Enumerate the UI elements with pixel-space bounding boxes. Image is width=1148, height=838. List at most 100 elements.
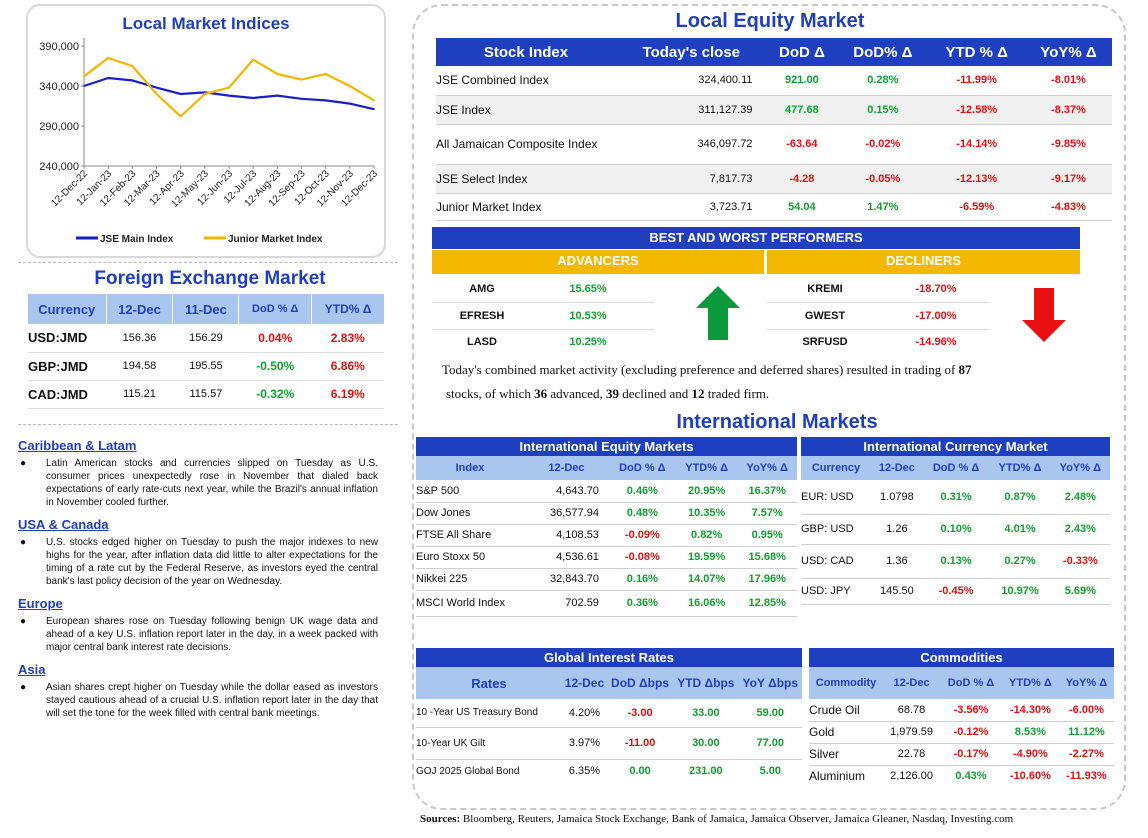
commodities-col: 12-Dec — [893, 677, 930, 689]
intl-currency-table: Currency 12-Dec DoD % Δ YTD% Δ YoY% Δ EU… — [801, 456, 1110, 605]
intl-equity-cell: 10.35% — [675, 502, 738, 525]
intl-currency-cell: USD: JPY — [801, 578, 871, 605]
intl-equity-table: Index 12-Dec DoD % Δ YTD% Δ YoY% Δ S&P 5… — [416, 456, 797, 617]
intl-currency-cell: 2.48% — [1050, 480, 1110, 515]
fx-cell: CAD:JMD — [28, 386, 88, 402]
intl-equity-cell: -0.08% — [608, 546, 676, 569]
intl-currency-cell: 10.97% — [989, 578, 1051, 605]
intl-currency-col: YoY% Δ — [1059, 462, 1101, 474]
intl-equity-cell: 0.16% — [608, 568, 676, 591]
news-heading: USA & Canada — [18, 517, 109, 532]
news-heading: Asia — [18, 662, 46, 677]
commodities-row: Gold 1,979.59 -0.12% 8.53% 11.12% — [809, 721, 1114, 744]
advancer-change: 10.25% — [569, 336, 607, 348]
commodities-cell: Crude Oil — [809, 699, 883, 722]
intl-equity-cell: -0.09% — [608, 524, 676, 547]
equity-cell: 324,400.11 — [616, 66, 767, 96]
news-text: European shares rose on Tuesday followin… — [46, 616, 378, 653]
intl-equity-cell: FTSE All Share — [416, 524, 524, 547]
series-point-0 — [179, 93, 182, 95]
series-point-0 — [276, 94, 279, 97]
intl-equity-cell: 19.59% — [675, 546, 738, 569]
rates-cell: 5.00 — [759, 765, 781, 778]
news-item: ● Asian shares crept higher on Tuesday wh… — [18, 681, 378, 720]
bullet-icon: ● — [20, 458, 27, 469]
news-text: Asian shares crept higher on Tuesday whi… — [46, 682, 378, 719]
commodities-cell: Aluminium — [809, 769, 866, 784]
intl-equity-cell: 702.59 — [524, 590, 609, 617]
fx-cell: -0.50% — [256, 359, 295, 373]
rates-col: YTD Δbps — [677, 676, 735, 690]
equity-cell: 1.47% — [837, 193, 929, 221]
intl-currency-cell: 0.31% — [922, 480, 990, 515]
intl-currency-cell: GBP: USD — [801, 514, 871, 545]
summary-declined: 39 — [605, 386, 619, 401]
intl-equity-row: Nikkei 225 32,843.70 0.16% 14.07% 17.96% — [416, 568, 797, 591]
rates-cell: 231.00 — [689, 765, 723, 778]
equity-cell: 0.15% — [837, 95, 929, 125]
series-point-1 — [276, 73, 279, 75]
equity-cell: -6.59% — [928, 193, 1025, 221]
intl-equity-row: MSCI World Index 702.59 0.36% 16.06% 12.… — [416, 590, 797, 617]
equity-cell: 0.28% — [837, 66, 929, 96]
y-tick-label: 240,000 — [39, 161, 79, 173]
summary-text: stocks, of which — [446, 386, 535, 401]
rates-cell: 30.00 — [673, 727, 739, 760]
series-point-0 — [300, 98, 303, 100]
commodities-col: Commodity — [815, 677, 877, 689]
commodities-cell: -0.17% — [940, 743, 1002, 766]
equity-col: Stock Index — [483, 43, 569, 61]
summary-text: Today's combined market activity (exclud… — [442, 362, 959, 377]
fx-cell: 156.36 — [122, 331, 157, 344]
fx-cell: USD:JMD — [28, 330, 88, 346]
commodities-cell: 0.43% — [955, 770, 987, 783]
fx-cell: GBP:JMD — [28, 358, 88, 374]
intl-equity-cell: 0.36% — [608, 590, 676, 617]
fx-divider — [18, 262, 398, 263]
commodities-cell: 2,126.00 — [890, 770, 933, 783]
commodities-cell: -2.27% — [1058, 743, 1114, 766]
equity-col: Today's close — [642, 43, 741, 61]
equity-title: Local Equity Market — [675, 10, 865, 32]
series-point-0 — [155, 86, 158, 89]
equity-cell: -8.01% — [1024, 66, 1112, 96]
series-point-0 — [83, 85, 85, 87]
equity-row: Junior Market Index 3,723.71 54.04 1.47%… — [436, 193, 1112, 221]
intl-currency-cell: 5.69% — [1050, 578, 1110, 605]
commodities-cell: -0.12% — [940, 721, 1002, 744]
series-point-1 — [324, 73, 327, 75]
series-point-1 — [107, 57, 109, 59]
advancer-row: AMG 15.65% — [432, 276, 654, 303]
intl-currency-col: YTD% Δ — [998, 462, 1042, 474]
intl-currency-row: USD: JPY 145.50 -0.45% 10.97% 5.69% — [801, 578, 1110, 605]
decliner-ticker: SRFUSD — [802, 336, 848, 348]
rates-row: 10 -Year US Treasury Bond 4.20% -3.00 33… — [416, 699, 802, 728]
commodities-cell: 22.78 — [883, 743, 941, 766]
intl-equity-cell: 4,108.53 — [524, 524, 609, 547]
commodities-table: Commodity 12-Dec DoD % Δ YTD% Δ YoY% Δ C… — [809, 667, 1114, 787]
advancer-row: EFRESH 10.53% — [432, 303, 654, 330]
intl-equity-cell: 32,843.70 — [524, 568, 609, 591]
intl-equity-col: Index — [455, 462, 485, 474]
intl-currency-wrap: International Currency Market Currency 1… — [801, 437, 1110, 605]
fx-col-ytd: YTD% Δ — [324, 302, 372, 316]
commodities-cell: -6.00% — [1058, 699, 1114, 722]
intl-equity-cell: 14.07% — [675, 568, 738, 591]
summary-text: advanced, — [547, 386, 606, 401]
equity-col: YoY% Δ — [1040, 43, 1097, 61]
fx-cell: 115.57 — [189, 388, 223, 400]
rates-cell: 59.00 — [738, 699, 802, 728]
equity-cell: Junior Market Index — [436, 193, 616, 221]
sources-label: Sources: — [420, 813, 461, 825]
rates-cell: 10-Year UK Gilt — [416, 727, 562, 760]
intl-currency-col: 12-Dec — [878, 462, 915, 474]
equity-table: Stock Index Today's close DoD Δ DoD% Δ Y… — [436, 38, 1112, 221]
rates-cell: -3.00 — [606, 699, 674, 728]
series-point-1 — [179, 115, 182, 118]
intl-currency-cell: 0.87% — [989, 480, 1051, 515]
y-tick-label: 340,000 — [39, 81, 79, 93]
news-text: U.S. stocks edged higher on Tuesday to p… — [46, 537, 378, 587]
intl-currency-cell: 145.50 — [871, 578, 923, 605]
series-point-0 — [107, 77, 109, 79]
intl-equity-cell: Nikkei 225 — [416, 568, 524, 591]
